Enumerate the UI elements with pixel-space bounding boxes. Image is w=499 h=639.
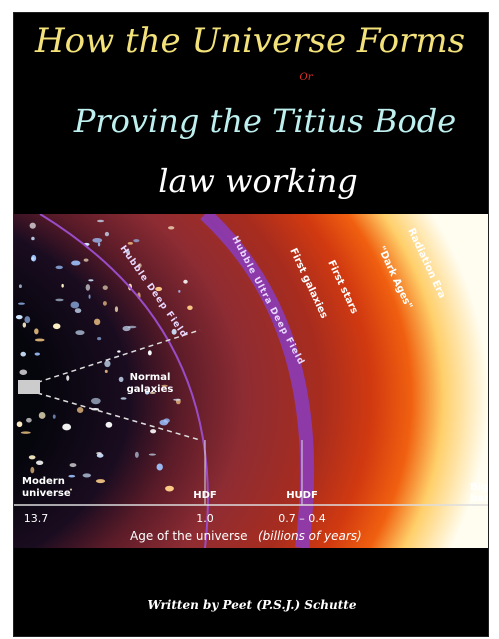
galaxy [68, 475, 75, 478]
galaxy [61, 284, 63, 288]
galaxy [133, 239, 139, 242]
marker-name: Modern [22, 476, 65, 487]
subtitle-line: law working [158, 162, 358, 200]
galaxy [115, 306, 118, 312]
galaxy [21, 431, 31, 434]
galaxy [106, 422, 113, 428]
galaxy [148, 350, 152, 355]
marker-value: 0.7 – 0.4 [278, 512, 325, 525]
galaxy [128, 242, 133, 245]
galaxy [20, 352, 26, 357]
marker-value: 1.0 [196, 512, 214, 525]
marker-name: HUDF [286, 490, 318, 501]
galaxy [35, 352, 40, 355]
galaxy [62, 424, 71, 431]
galaxy [183, 280, 187, 284]
galaxy [121, 397, 127, 399]
galaxy [18, 302, 25, 304]
galaxy [75, 330, 84, 335]
page: How the Universe Forms Or Proving the Ti… [0, 0, 499, 639]
galaxy [104, 360, 110, 367]
inset-label: galaxies [127, 384, 174, 395]
inset-label: Normal [130, 372, 171, 383]
galaxy [168, 226, 174, 229]
galaxy [26, 418, 32, 423]
galaxy [19, 284, 22, 288]
galaxy [55, 299, 63, 302]
galaxy [19, 369, 27, 374]
telescope [18, 380, 40, 394]
galaxy [53, 323, 60, 329]
axis-unit: (billions of years) [258, 529, 362, 543]
illustration: Hubble Deep Field Hubble Ultra Deep Fiel… [14, 214, 498, 548]
galaxy [117, 350, 120, 352]
galaxy [53, 414, 56, 418]
galaxy [75, 308, 81, 313]
galaxy [23, 322, 26, 327]
galaxy [97, 220, 104, 222]
galaxy [83, 473, 91, 477]
marker-name: universe [22, 488, 71, 499]
galaxy [105, 232, 109, 236]
galaxy [157, 464, 163, 471]
author: Written by Peet (P.S.J.) Schutte [148, 598, 357, 612]
galaxy [88, 279, 93, 281]
galaxy [34, 328, 38, 334]
galaxy [29, 455, 36, 459]
galaxy [36, 460, 43, 464]
galaxy [98, 242, 100, 246]
galaxy [149, 454, 156, 456]
galaxy [105, 370, 108, 373]
galaxy [56, 266, 63, 269]
galaxy [86, 284, 90, 291]
subtitle-line: Proving the Titius Bode [73, 102, 456, 140]
galaxy [97, 337, 101, 340]
galaxy [89, 295, 91, 299]
galaxy [165, 486, 174, 492]
galaxy [91, 398, 101, 404]
marker-value: 13.7 [24, 512, 49, 525]
galaxy [103, 301, 107, 306]
galaxy [84, 259, 89, 262]
galaxy [24, 316, 30, 323]
galaxy [92, 238, 102, 243]
galaxy [70, 463, 77, 467]
galaxy [128, 326, 137, 328]
galaxy [17, 421, 23, 427]
galaxy [178, 290, 180, 293]
galaxy [173, 399, 181, 401]
galaxy [96, 452, 102, 454]
galaxy [35, 338, 45, 341]
book-cover: How the Universe Forms Or Proving the Ti… [0, 0, 499, 639]
galaxy [187, 305, 193, 309]
galaxy [30, 467, 34, 473]
galaxy [71, 301, 80, 308]
galaxy [159, 420, 168, 426]
galaxy [66, 375, 69, 381]
galaxy [150, 429, 156, 433]
title: How the Universe Forms [34, 21, 465, 61]
galaxy [31, 237, 34, 241]
axis-title: Age of the universe [130, 529, 248, 543]
galaxy [71, 260, 80, 265]
galaxy [103, 285, 108, 290]
galaxy [135, 452, 139, 458]
galaxy [31, 257, 34, 261]
marker-name: HDF [193, 490, 217, 501]
galaxy [30, 223, 36, 229]
marker-name: Big [470, 482, 488, 493]
galaxy [39, 412, 46, 419]
connector: Or [300, 72, 314, 83]
galaxy [77, 407, 83, 413]
galaxy [96, 479, 105, 483]
galaxy [16, 315, 23, 319]
galaxy [119, 377, 124, 382]
galaxy [94, 319, 100, 326]
